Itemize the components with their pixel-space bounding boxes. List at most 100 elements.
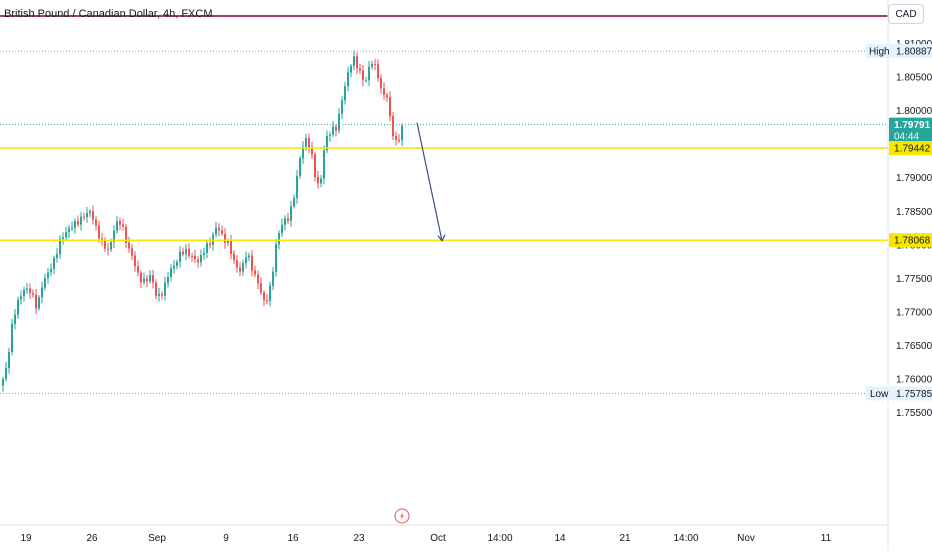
candle-body: [401, 125, 403, 141]
price-labels: High 1.80887 Low 1.75785 1.7979104:441.79442…: [866, 44, 932, 401]
time-tick-label: Sep: [148, 533, 166, 544]
high-tag-bg: [866, 44, 888, 59]
candle-body: [41, 287, 43, 298]
candle-body: [362, 70, 364, 81]
candle-body: [266, 300, 268, 302]
candle-body: [365, 79, 367, 81]
chart-guides: [0, 50, 888, 394]
candle-body: [293, 198, 295, 207]
time-tick-label: Oct: [430, 533, 446, 544]
candle-body: [125, 226, 127, 243]
lightning-bolt-icon: [400, 512, 404, 520]
candle-body: [242, 263, 244, 272]
candle-body: [56, 254, 58, 258]
candle-body: [161, 294, 163, 296]
time-tick-label: Nov: [737, 533, 755, 544]
candle-body: [164, 282, 166, 296]
candle-body: [152, 275, 154, 283]
high-value-bg: [889, 44, 932, 59]
candle-body: [68, 228, 70, 233]
candle-body: [194, 255, 196, 260]
candle-body: [158, 294, 160, 296]
candle-body: [83, 216, 85, 218]
candle-body: [113, 230, 115, 243]
candle-body: [320, 178, 322, 184]
candle-body: [221, 230, 223, 234]
candle-body: [377, 64, 379, 78]
candle-body: [218, 227, 220, 231]
candle-body: [191, 255, 193, 257]
candle-body: [170, 268, 172, 278]
support-label-bg: [889, 141, 932, 156]
time-tick-label: 26: [86, 533, 98, 544]
candle-body: [86, 212, 88, 218]
candle-body: [35, 294, 37, 309]
candle-body: [128, 242, 130, 249]
candle-body: [311, 147, 313, 155]
price-tick-label: 1.76000: [896, 375, 932, 386]
price-axis[interactable]: 1.810001.805001.800001.795001.790001.785…: [896, 39, 932, 419]
candle-body: [2, 379, 4, 386]
price-tick-label: 1.79000: [896, 173, 932, 184]
candle-body: [395, 136, 397, 140]
candle-body: [98, 225, 100, 239]
candle-body: [203, 252, 205, 256]
candle-body: [263, 292, 265, 301]
candle-body: [224, 233, 226, 243]
candle-body: [317, 176, 319, 184]
candle-body: [227, 241, 229, 243]
countdown-label: 04:44: [894, 132, 919, 143]
candle-body: [272, 271, 274, 286]
time-tick-label: 14:00: [673, 533, 698, 544]
candle-body: [77, 221, 79, 225]
candle-body: [281, 224, 283, 234]
low-tag-bg: [866, 386, 888, 401]
candle-body: [80, 216, 82, 225]
candle-body: [374, 64, 376, 66]
time-tick-label: 21: [619, 533, 631, 544]
candle-body: [392, 116, 394, 137]
candle-body: [287, 218, 289, 221]
candle-body: [323, 150, 325, 179]
currency-button[interactable]: CAD: [888, 4, 924, 24]
candle-body: [389, 97, 391, 117]
candle-body: [260, 283, 262, 293]
candle-body: [284, 218, 286, 225]
projection-arrow: [416, 122, 443, 241]
candle-body: [302, 146, 304, 159]
time-tick-label: 23: [353, 533, 365, 544]
candle-body: [110, 242, 112, 250]
candle-body: [101, 238, 103, 241]
time-tick-label: 19: [20, 533, 32, 544]
low-tag-label: Low: [870, 389, 889, 400]
candle-body: [350, 65, 352, 73]
candle-body: [89, 211, 91, 213]
time-axis[interactable]: 19 26 Sep 9 16 23 Oct 14:00 14 21 14:00 Nov 11: [20, 533, 831, 544]
time-tick-label: 9: [223, 533, 229, 544]
candle-body: [14, 314, 16, 324]
candle-body: [344, 86, 346, 101]
horizontal-lines[interactable]: [0, 15, 888, 241]
low-value-bg: [889, 386, 932, 401]
time-tick-label: 11: [821, 533, 832, 544]
candle-body: [92, 211, 94, 220]
candle-body: [308, 138, 310, 148]
candle-body: [296, 175, 298, 199]
candle-body: [251, 255, 253, 271]
candle-body: [230, 241, 232, 254]
candle-body: [200, 255, 202, 263]
candle-body: [314, 154, 316, 177]
candle-body: [74, 221, 76, 228]
price-tick-label: 1.77000: [896, 307, 932, 318]
candle-body: [254, 270, 256, 275]
price-tick-label: 1.75500: [896, 408, 932, 419]
candle-body: [332, 126, 334, 135]
candle-body: [143, 278, 145, 283]
time-tick-label: 16: [287, 533, 299, 544]
candle-body: [122, 224, 124, 227]
candles: [2, 50, 403, 392]
candle-body: [17, 299, 19, 315]
arrow-head-icon: [437, 234, 446, 242]
